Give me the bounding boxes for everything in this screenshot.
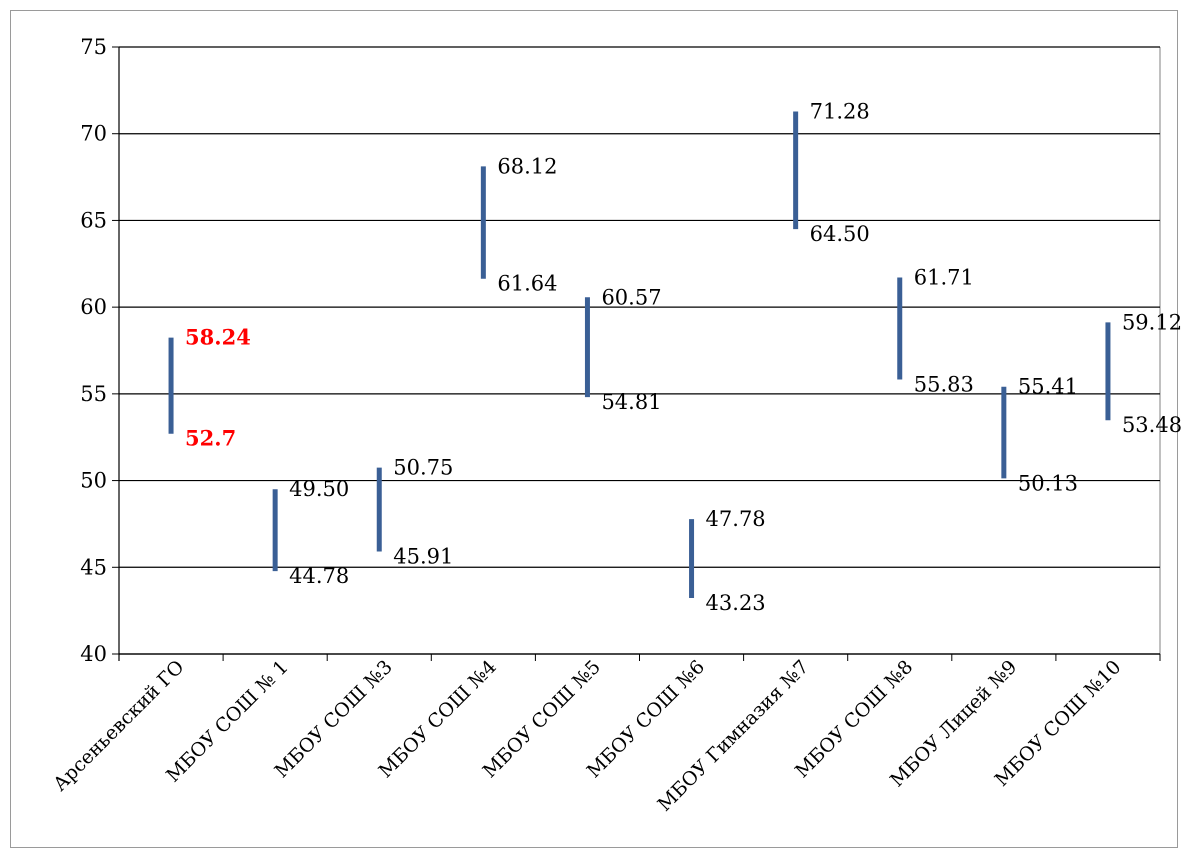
y-tick-label: 50 — [80, 469, 107, 493]
y-tick-label: 75 — [80, 35, 107, 59]
high-value-label: 61.71 — [914, 265, 974, 289]
low-value-label: 45.91 — [393, 545, 453, 569]
high-value-label: 59.12 — [1122, 310, 1182, 334]
high-value-label: 50.75 — [393, 456, 453, 480]
high-value-label: 49.50 — [289, 477, 349, 501]
chart-frame — [10, 10, 1178, 848]
low-value-label: 44.78 — [289, 564, 349, 588]
y-tick-label: 65 — [80, 208, 107, 232]
high-value-label: 71.28 — [810, 100, 870, 124]
low-value-label: 55.83 — [914, 372, 974, 396]
y-tick-label: 70 — [80, 122, 107, 146]
low-value-label: 43.23 — [706, 591, 766, 615]
y-tick-label: 45 — [80, 555, 107, 579]
low-value-label: 50.13 — [1018, 471, 1078, 495]
y-tick-label: 55 — [80, 382, 107, 406]
high-value-label: 68.12 — [497, 154, 557, 178]
high-value-label: 60.57 — [601, 285, 661, 309]
low-value-label: 61.64 — [497, 272, 557, 296]
low-value-label: 64.50 — [810, 222, 870, 246]
high-value-label: 55.41 — [1018, 375, 1078, 399]
high-value-label: 58.24 — [185, 325, 251, 350]
low-value-label: 52.7 — [185, 426, 236, 451]
low-value-label: 54.81 — [601, 390, 661, 414]
y-tick-label: 60 — [80, 295, 107, 319]
low-value-label: 53.48 — [1122, 413, 1182, 437]
y-tick-label: 40 — [80, 642, 107, 666]
high-value-label: 47.78 — [706, 507, 766, 531]
